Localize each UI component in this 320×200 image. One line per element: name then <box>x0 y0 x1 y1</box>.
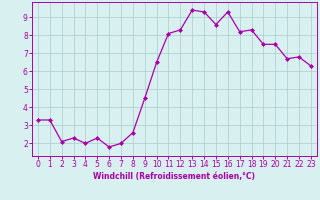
X-axis label: Windchill (Refroidissement éolien,°C): Windchill (Refroidissement éolien,°C) <box>93 172 255 181</box>
